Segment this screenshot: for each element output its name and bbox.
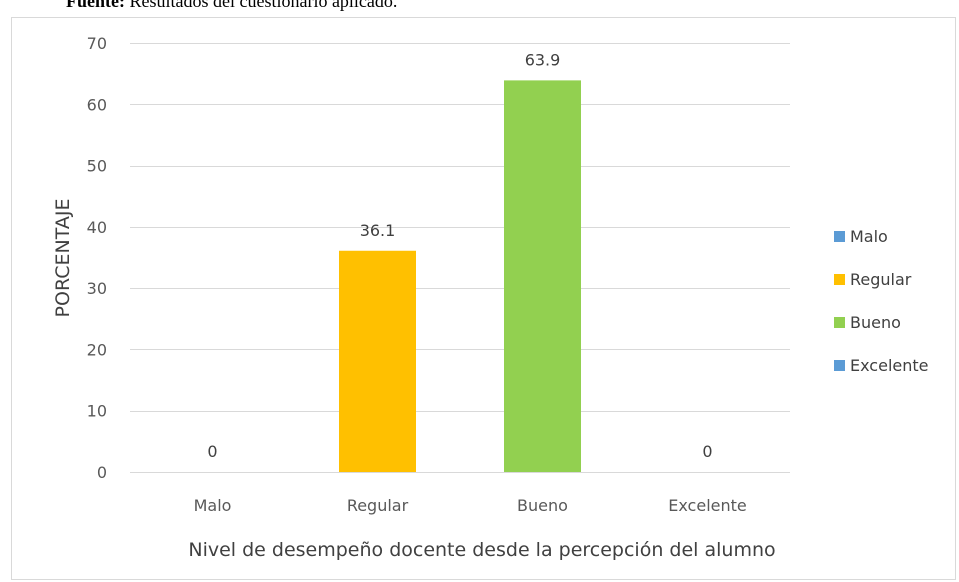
legend-label: Malo	[850, 227, 888, 246]
y-tick-label: 10	[87, 402, 107, 421]
legend-swatch	[834, 317, 845, 328]
chart-frame	[11, 17, 956, 580]
data-label-bueno: 63.9	[525, 50, 561, 69]
data-label-regular: 36.1	[360, 221, 396, 240]
legend-swatch	[834, 231, 845, 242]
bar-bueno	[504, 80, 581, 473]
legend-swatch	[834, 360, 845, 371]
gridlines	[130, 43, 790, 473]
y-axis-ticks: 0 10 20 30 40 50 60 70	[87, 34, 107, 482]
x-tick-label-regular: Regular	[347, 496, 409, 515]
y-tick-label: 70	[87, 34, 107, 53]
y-tick-label: 0	[97, 463, 107, 482]
data-label-malo: 0	[207, 442, 217, 461]
caption-bold: Fuente:	[66, 0, 125, 11]
y-tick-label: 20	[87, 340, 107, 359]
y-tick-label: 50	[87, 157, 107, 176]
x-axis-title: Nivel de desempeño docente desde la perc…	[188, 539, 775, 561]
x-tick-label-malo: Malo	[194, 496, 232, 515]
x-axis-ticks: Malo Regular Bueno Excelente	[194, 496, 747, 515]
figure-caption: Fuente: Resultados del cuestionario apli…	[66, 0, 397, 11]
bars	[339, 80, 581, 473]
bar-regular	[339, 250, 416, 472]
legend-swatch	[834, 274, 845, 285]
legend-label: Bueno	[850, 313, 901, 332]
y-tick-label: 40	[87, 218, 107, 237]
caption-text: Resultados del cuestionario aplicado.	[124, 0, 398, 11]
legend-label: Regular	[850, 270, 912, 289]
data-labels: 0 36.1 63.9 0	[207, 50, 712, 461]
y-tick-label: 60	[87, 95, 107, 114]
x-tick-label-excelente: Excelente	[668, 496, 746, 515]
data-label-excelente: 0	[702, 442, 712, 461]
y-tick-label: 30	[87, 279, 107, 298]
x-tick-label-bueno: Bueno	[517, 496, 568, 515]
y-axis-title: PORCENTAJE	[52, 199, 74, 318]
legend-label: Excelente	[850, 356, 928, 375]
legend: Malo Regular Bueno Excelente	[834, 227, 928, 375]
